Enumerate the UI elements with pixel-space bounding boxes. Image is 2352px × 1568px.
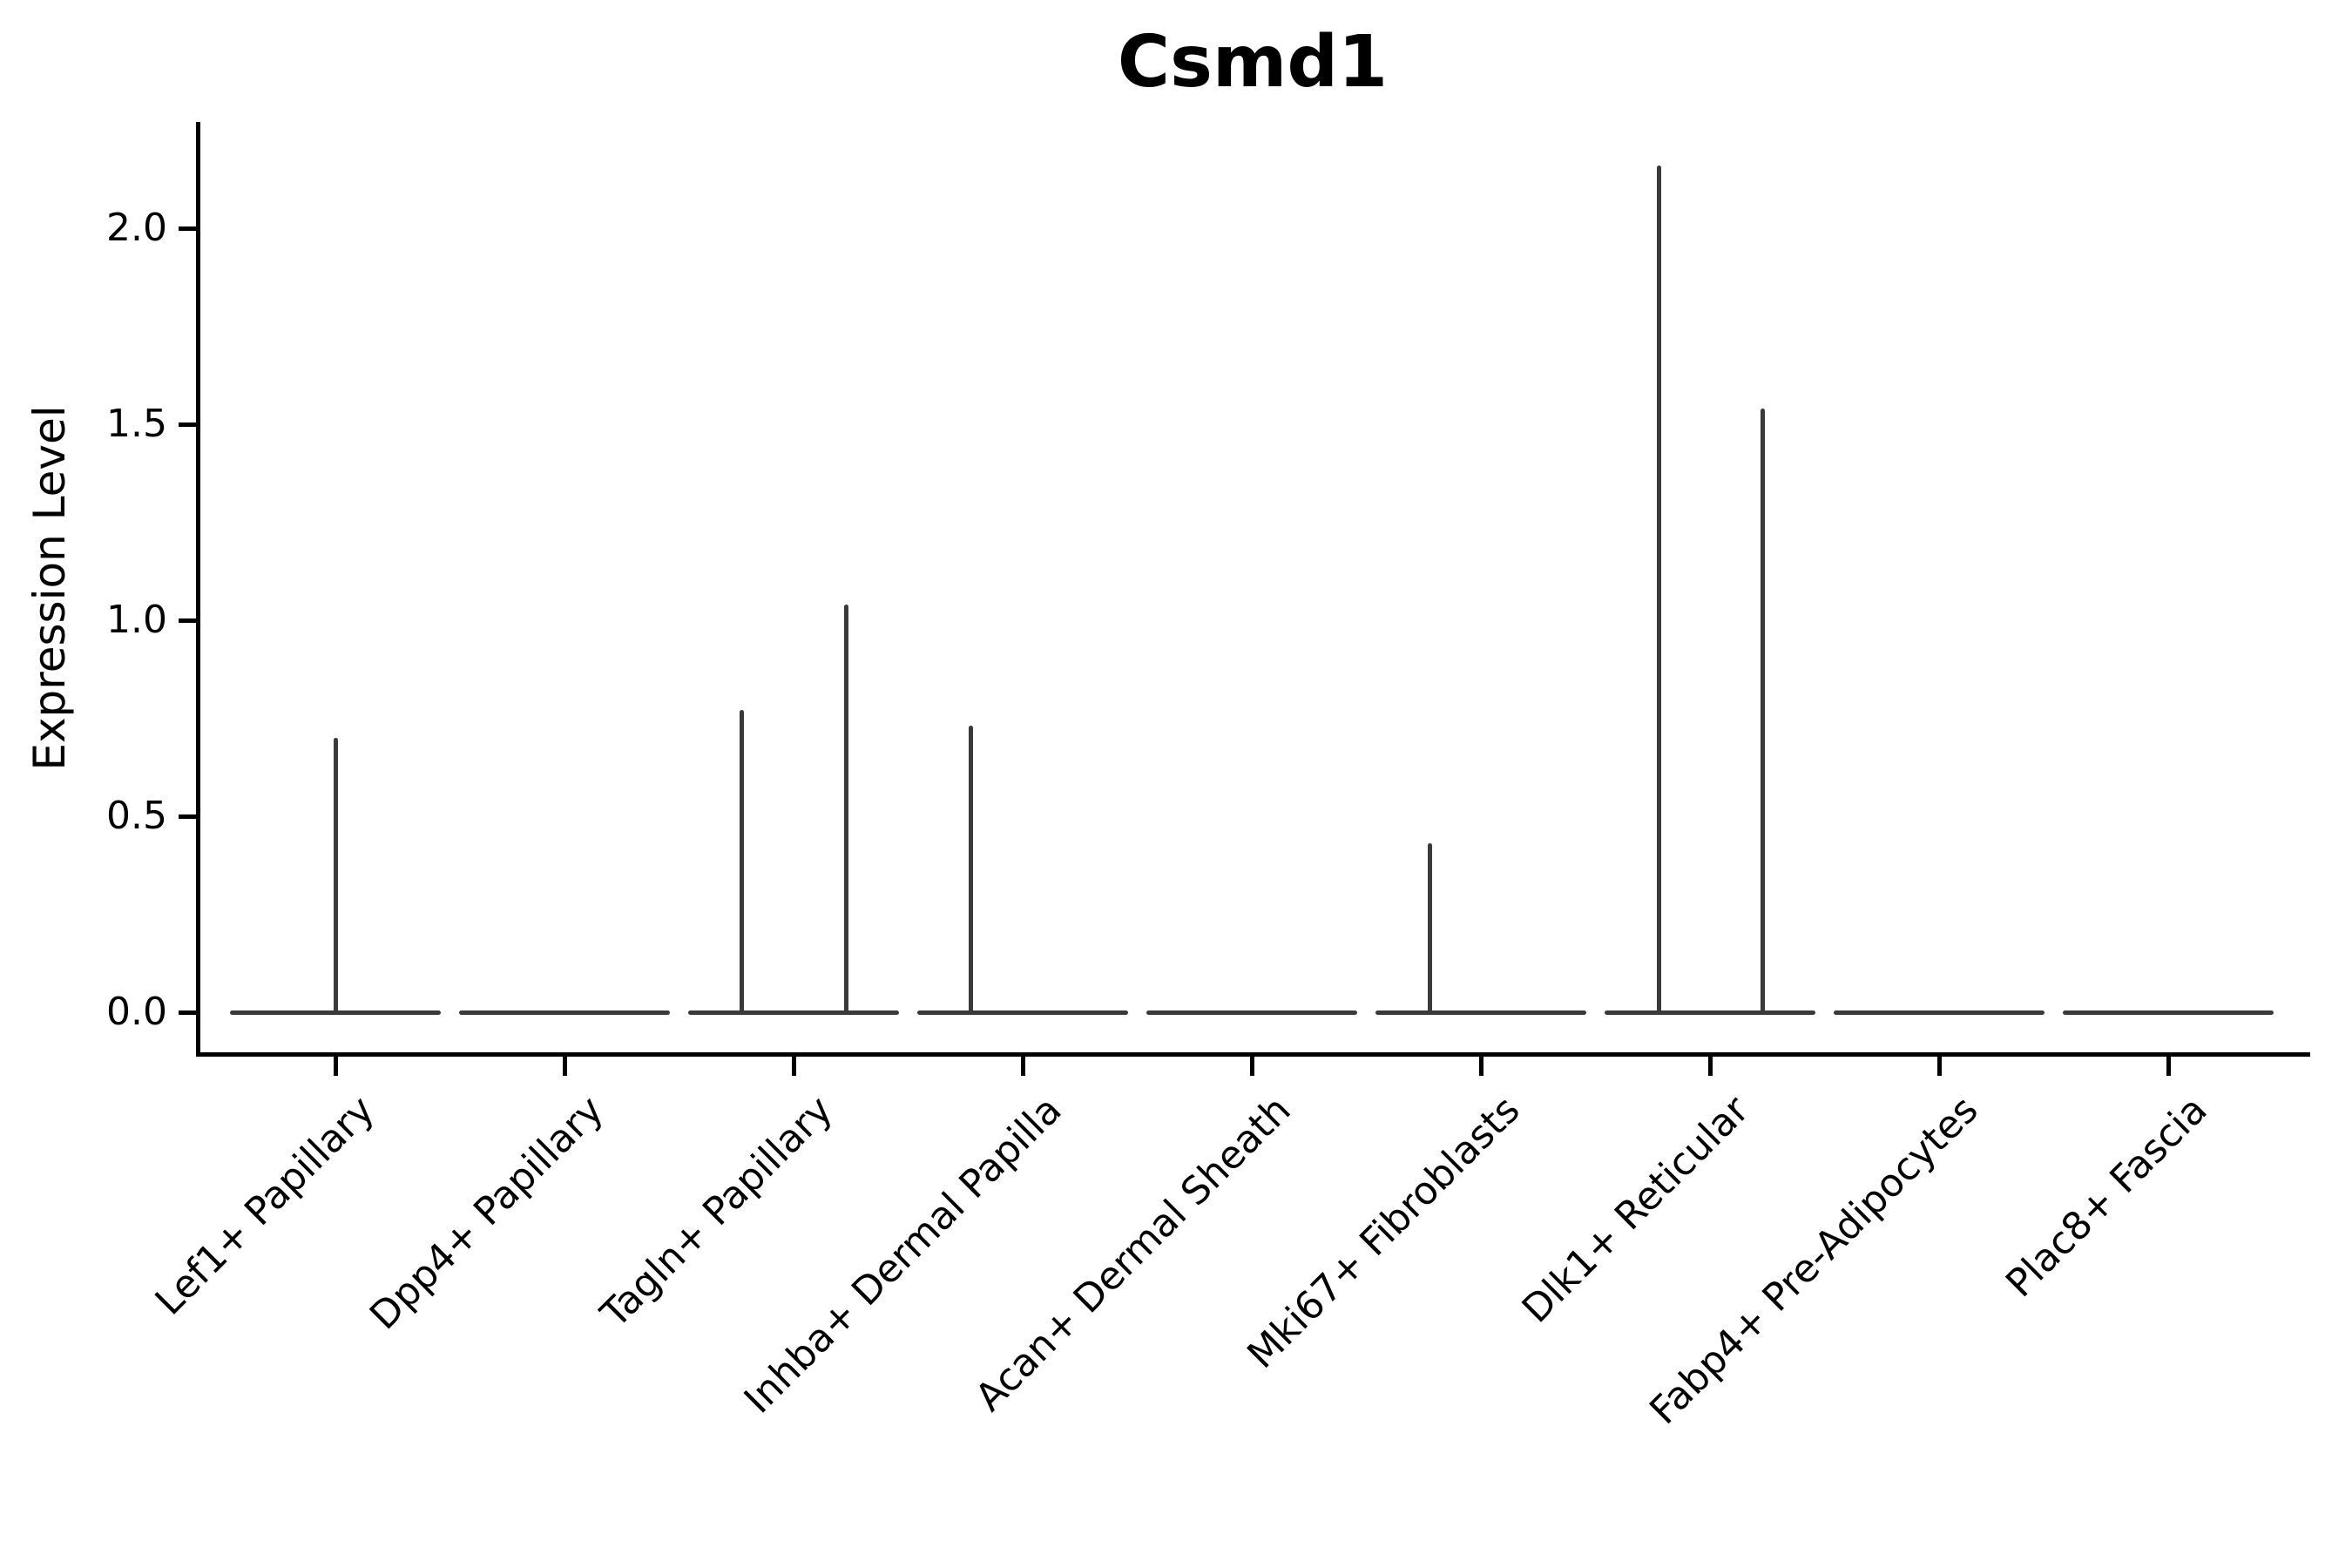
y-axis-spine: [196, 122, 200, 1057]
x-tick-label: Plac8+ Fascia: [1997, 1087, 2216, 1307]
y-tick: [179, 814, 196, 819]
violin-spike: [1761, 409, 1765, 1012]
y-tick: [179, 618, 196, 623]
x-tick-label: Tagln+ Papillary: [592, 1087, 841, 1337]
x-tick: [1021, 1057, 1025, 1076]
violin-baseline: [1834, 1010, 2044, 1015]
y-tick: [179, 1010, 196, 1015]
y-tick-label: 2.0: [106, 206, 167, 250]
y-tick-label: 1.0: [106, 598, 167, 642]
y-tick-label: 0.5: [106, 794, 167, 838]
violin-spike: [1657, 166, 1661, 1012]
violin-spike: [334, 738, 338, 1012]
x-tick-label: Dpp4+ Papillary: [361, 1087, 612, 1339]
chart-title: Csmd1: [1117, 21, 1389, 104]
violin-baseline: [1375, 1010, 1586, 1015]
x-tick: [1708, 1057, 1713, 1076]
violin-baseline: [688, 1010, 899, 1015]
violin-baseline: [230, 1010, 441, 1015]
x-tick-label: Mki67+ Fibroblasts: [1239, 1087, 1529, 1377]
x-tick-label: Fabp4+ Pre-Adipocytes: [1641, 1087, 1987, 1433]
violin-spike: [969, 726, 973, 1012]
x-tick: [563, 1057, 567, 1076]
violin-spike: [844, 605, 848, 1012]
violin-spike: [740, 710, 744, 1012]
x-tick: [792, 1057, 796, 1076]
violin-baseline: [2063, 1010, 2274, 1015]
y-axis-label: Expression Level: [24, 405, 75, 771]
y-tick-label: 0.0: [106, 990, 167, 1034]
y-tick: [179, 422, 196, 427]
x-tick-label: Dlk1+ Reticular: [1513, 1087, 1758, 1332]
y-tick-label: 1.5: [106, 402, 167, 446]
x-tick: [334, 1057, 338, 1076]
x-tick-label: Inhba+ Dermal Papilla: [735, 1087, 1071, 1423]
x-tick: [1479, 1057, 1484, 1076]
x-tick-label: Acan+ Dermal Sheath: [967, 1087, 1300, 1421]
violin-baseline: [917, 1010, 1128, 1015]
violin-baseline: [459, 1010, 670, 1015]
x-tick: [2166, 1057, 2171, 1076]
violin-baseline: [1605, 1010, 1815, 1015]
y-tick: [179, 226, 196, 231]
x-tick: [1937, 1057, 1942, 1076]
x-axis-spine: [196, 1052, 2310, 1057]
violin-baseline: [1146, 1010, 1357, 1015]
violin-spike: [1428, 843, 1432, 1012]
x-tick: [1250, 1057, 1254, 1076]
